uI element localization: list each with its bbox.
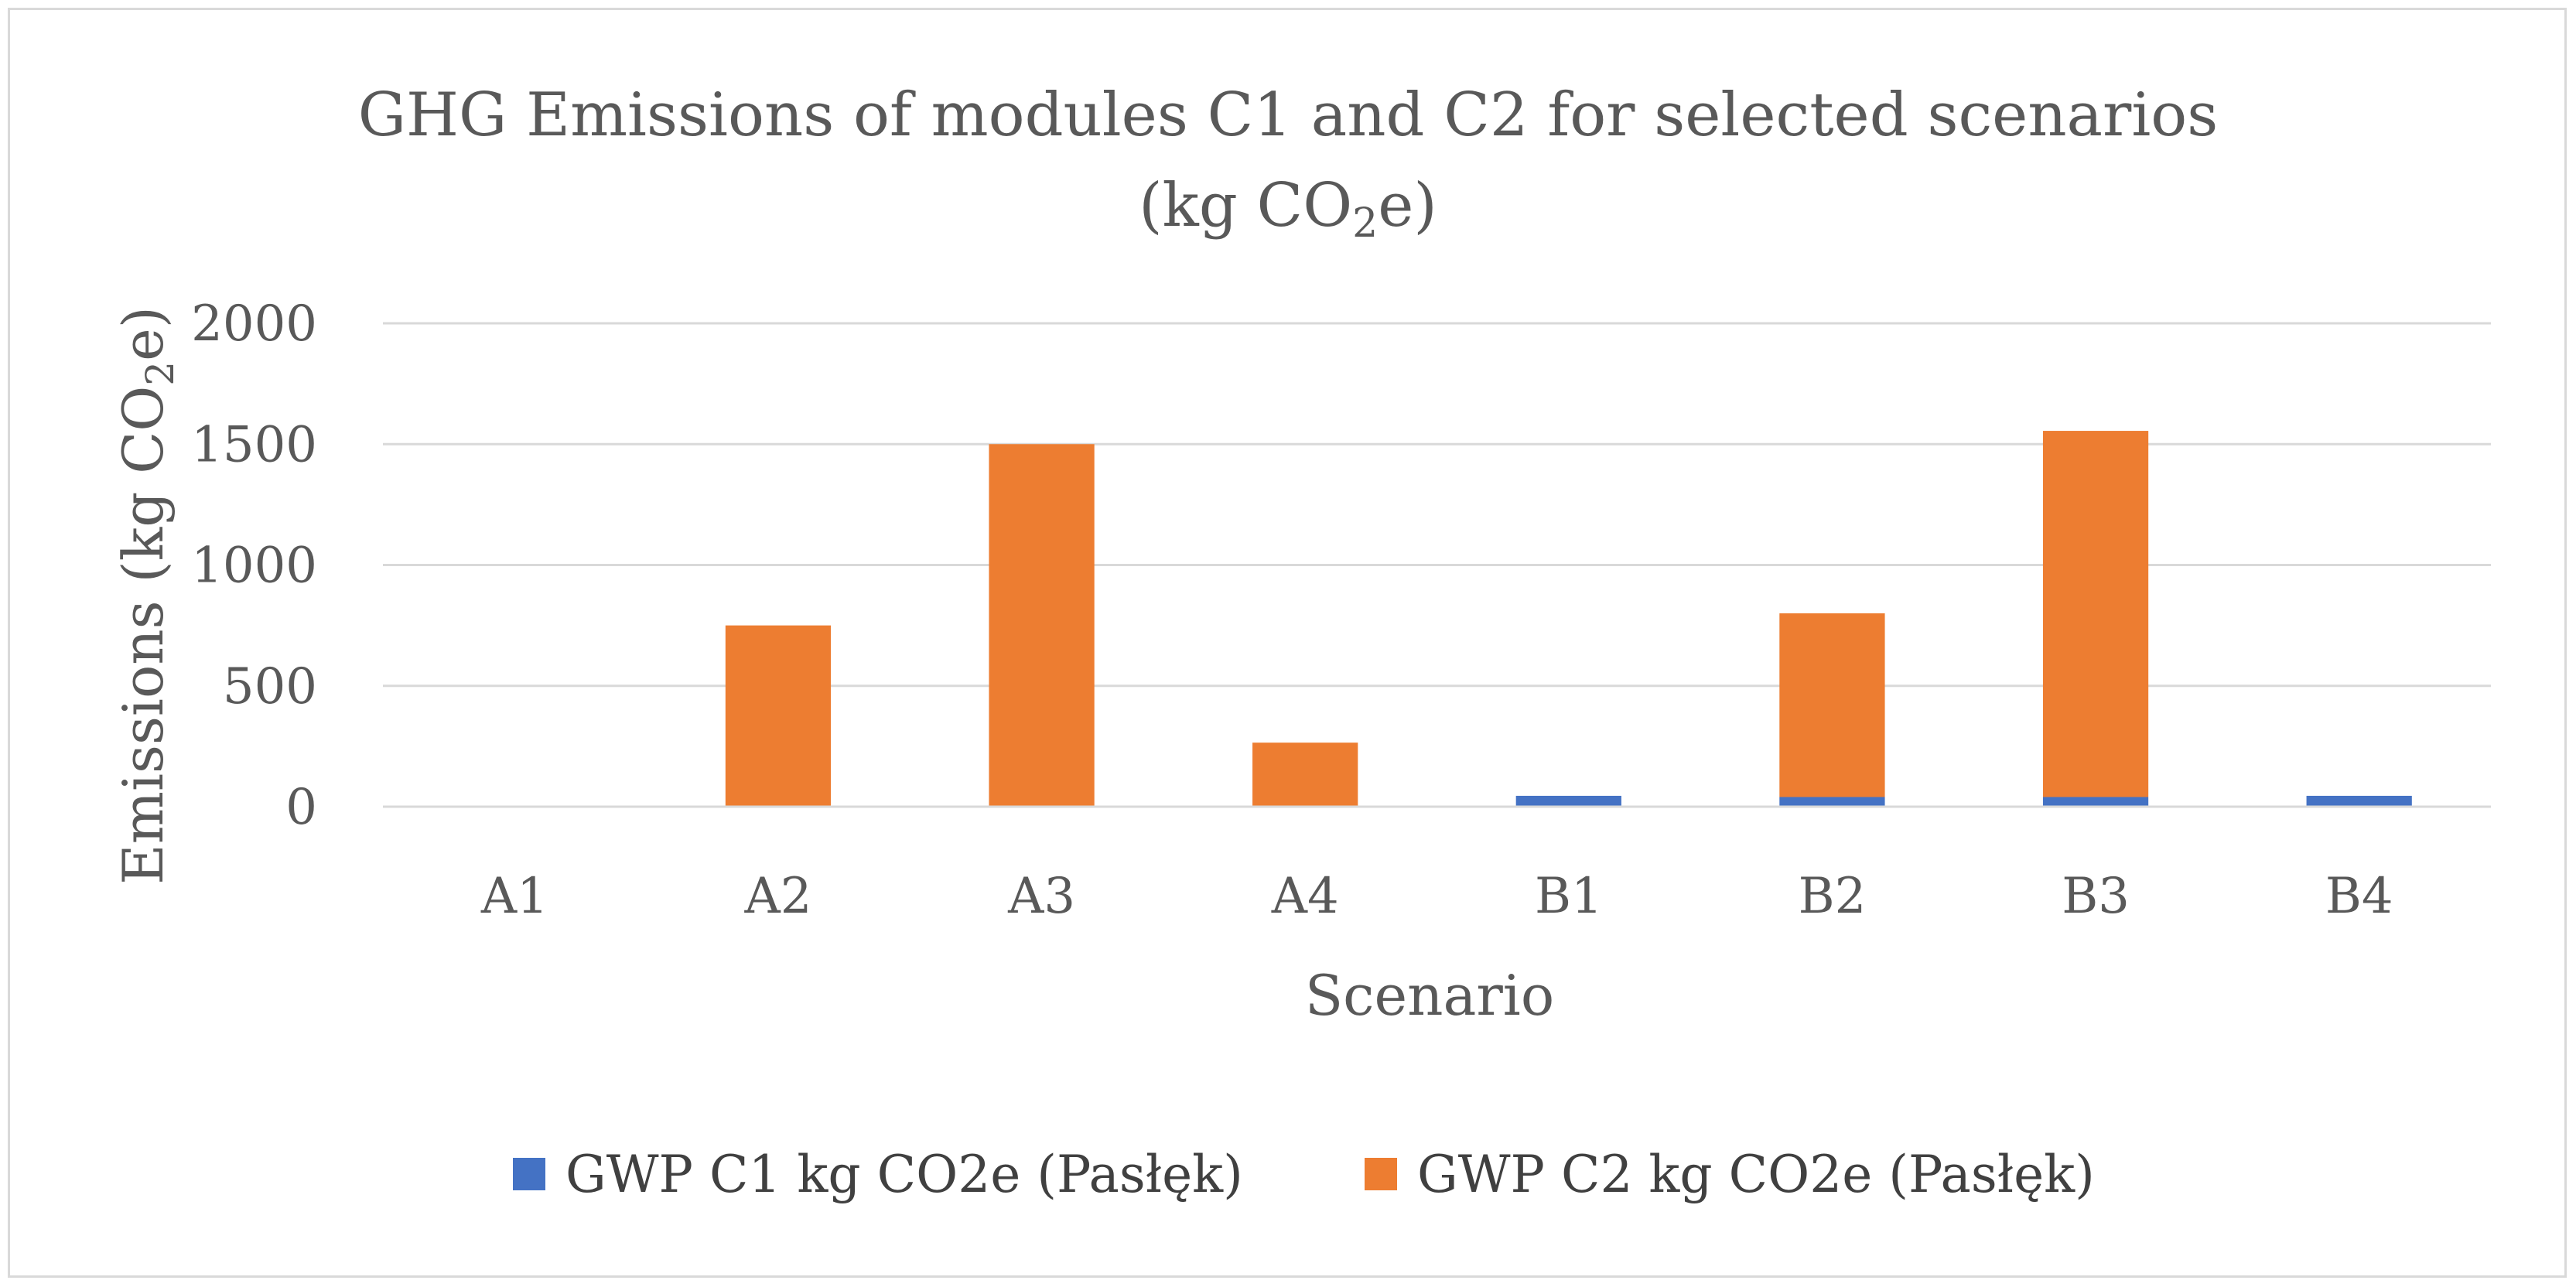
bar-b3-series-2	[2042, 431, 2149, 797]
x-tick-label: A1	[480, 868, 548, 925]
bar-a3-series-2	[989, 444, 1095, 807]
x-tick-label: A3	[1007, 868, 1075, 925]
bar-a4-series-2	[1252, 742, 1358, 807]
bar-b2-series-1	[1779, 797, 1885, 807]
x-tick-label: B1	[1535, 868, 1603, 925]
bars	[725, 431, 2412, 807]
bar-b1-series-1	[1515, 795, 1621, 807]
legend: GWP C1 kg CO2e (Pasłęk) GWP C2 kg CO2e (P…	[513, 1145, 2095, 1204]
y-axis-title: Emissions (kg CO2e)	[111, 306, 183, 885]
y-tick-label: 1500	[191, 416, 317, 473]
bar-b4-series-1	[2306, 795, 2412, 807]
chart-title: GHG Emissions of modules C1 and C2 for s…	[358, 80, 2219, 150]
bar-a2-series-2	[725, 625, 832, 807]
chart-frame	[8, 8, 2567, 1278]
legend-label: GWP C1 kg CO2e (Pasłęk)	[565, 1145, 1243, 1204]
chart-title-units: (kg CO2e)	[1139, 171, 1437, 247]
y-tick-label: 2000	[191, 295, 317, 353]
gridlines	[383, 322, 2491, 688]
bar-b2-series-2	[1779, 613, 1885, 797]
legend-label: GWP C2 kg CO2e (Pasłęk)	[1417, 1145, 2095, 1204]
legend-swatch	[1365, 1158, 1397, 1190]
y-tick-labels: 0 500 1000 1500 2000	[191, 295, 317, 836]
title-subscript: 2	[1352, 200, 1378, 247]
x-tick-label: B2	[1799, 868, 1867, 925]
bar-b3-series-1	[2042, 797, 2149, 807]
x-tick-label: B3	[2062, 868, 2130, 925]
x-tick-label: B4	[2325, 868, 2393, 925]
y-tick-label: 1000	[191, 538, 317, 595]
x-tick-label: A2	[743, 868, 811, 925]
x-tick-labels: A1 A2 A3 A4 B1 B2 B3 B4	[480, 868, 2393, 925]
y-tick-label: 500	[223, 658, 317, 715]
y-tick-label: 0	[285, 779, 317, 836]
legend-swatch	[513, 1158, 545, 1190]
x-tick-label: A4	[1271, 868, 1339, 925]
x-axis-title: Scenario	[1305, 963, 1554, 1028]
